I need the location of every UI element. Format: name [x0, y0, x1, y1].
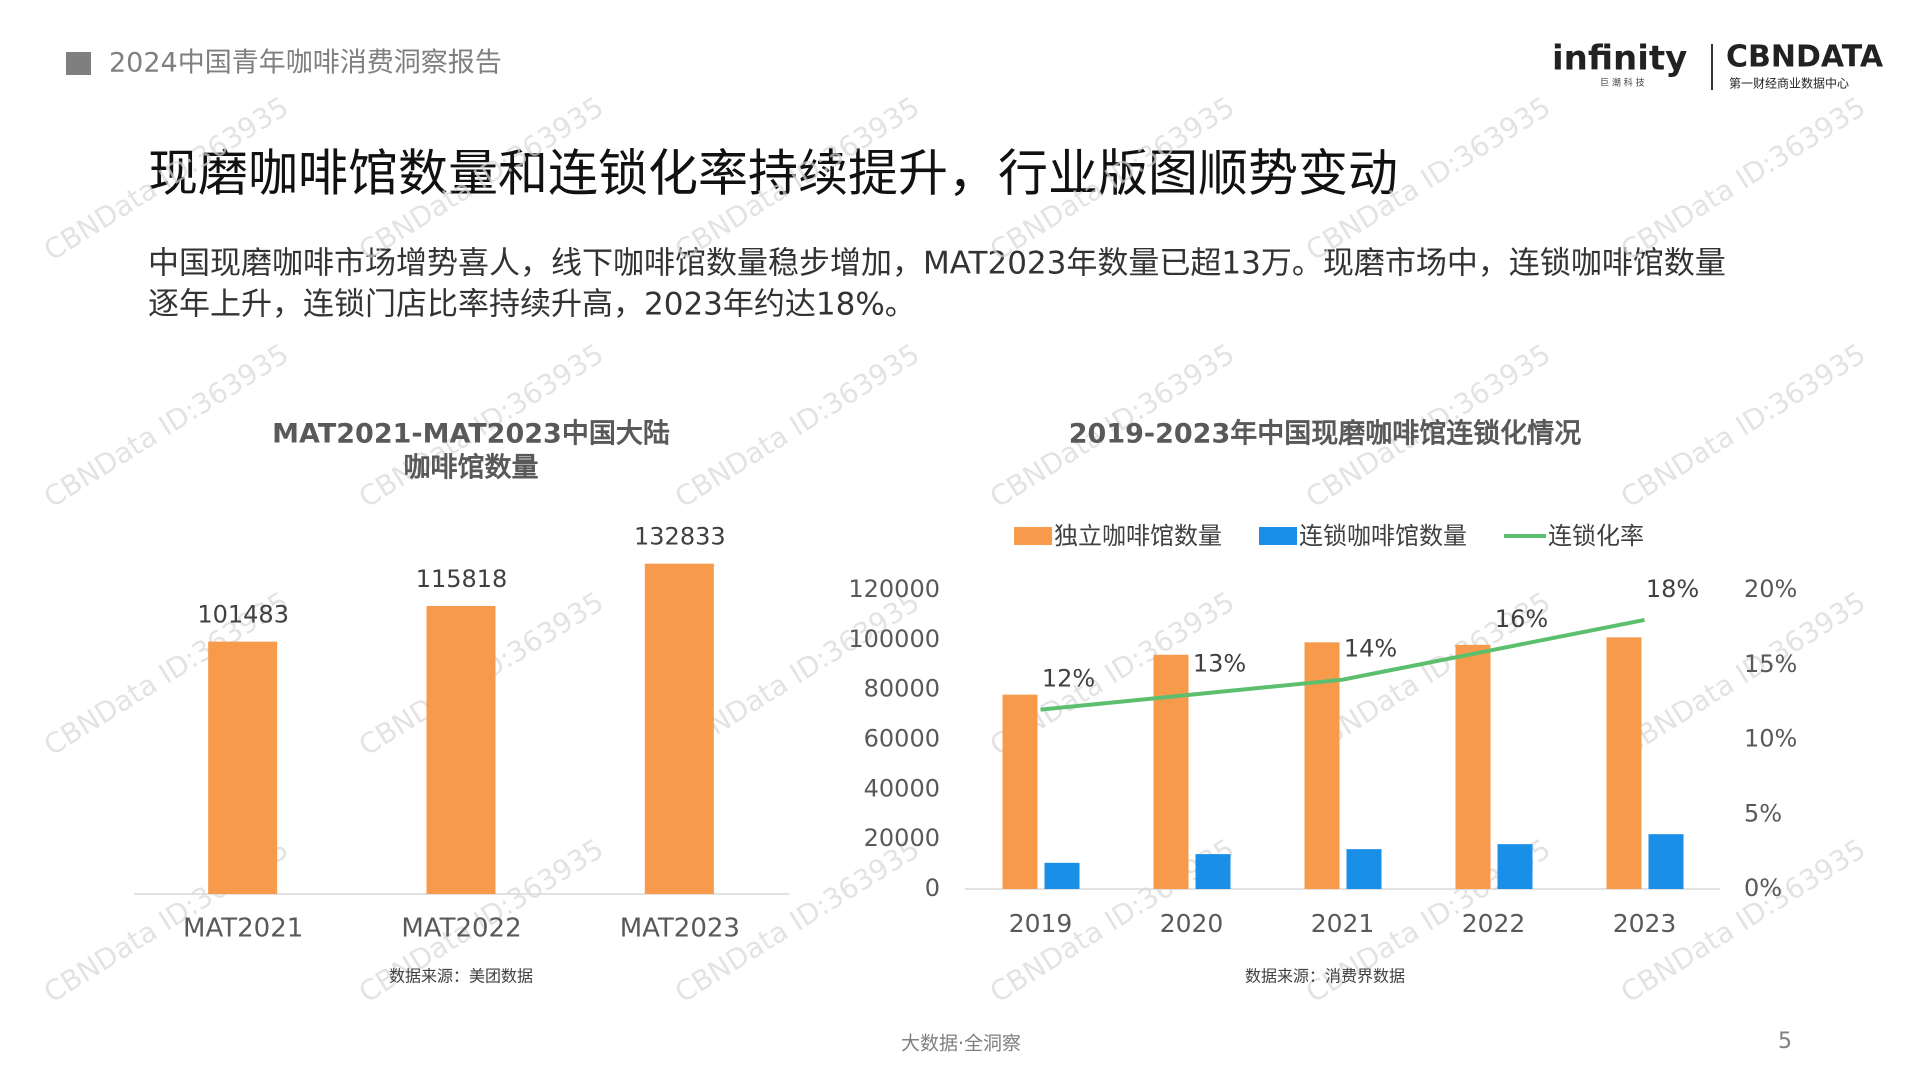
data-label: 132833 — [634, 523, 726, 551]
logo-right: CBNDATA — [1726, 40, 1884, 75]
watermark: CBNData ID:363935 — [669, 337, 925, 514]
bar — [644, 563, 714, 894]
chart-title: 2019-2023年中国现磨咖啡馆连锁化情况 — [1069, 418, 1582, 450]
x-tick-label: MAT2021 — [183, 914, 303, 944]
x-tick-label: 2019 — [1009, 909, 1073, 938]
y-tick-label: 20000 — [864, 824, 940, 852]
bar — [1195, 854, 1231, 889]
bar — [1346, 849, 1382, 889]
header-marker — [66, 52, 91, 75]
y-tick-label: 100000 — [848, 625, 940, 653]
watermark: CBNData ID:363935 — [1615, 337, 1871, 514]
source: 数据来源：美团数据 — [389, 967, 533, 986]
y-tick-label: 120000 — [848, 575, 940, 603]
bar — [426, 605, 496, 894]
legend-swatch — [1259, 527, 1297, 545]
bar — [1002, 694, 1038, 889]
legend-label: 连锁化率 — [1548, 522, 1644, 550]
y2-tick-label: 20% — [1744, 575, 1797, 603]
y-tick-label: 40000 — [864, 774, 940, 802]
report-title: 2024中国青年咖啡消费洞察报告 — [109, 48, 502, 79]
data-label: 14% — [1344, 635, 1397, 663]
description-line: 中国现磨咖啡市场增势喜人，线下咖啡馆数量稳步增加，MAT2023年数量已超13万… — [148, 246, 1726, 282]
y-tick-label: 80000 — [864, 675, 940, 703]
data-label: 16% — [1495, 605, 1548, 633]
y2-tick-label: 5% — [1744, 799, 1782, 827]
bar — [1606, 637, 1642, 889]
bar — [208, 641, 278, 894]
description-line: 逐年上升，连锁门店比率持续升高，2023年约达18%。 — [148, 287, 916, 323]
bar — [1153, 654, 1189, 889]
x-tick-label: 2022 — [1462, 909, 1526, 938]
footer: 大数据·全洞察 — [901, 1033, 1021, 1055]
chart-title: MAT2021-MAT2023中国大陆 — [272, 419, 670, 450]
y2-tick-label: 0% — [1744, 874, 1782, 902]
bar — [1497, 844, 1533, 889]
x-tick-label: 2023 — [1613, 909, 1677, 938]
slide-title: 现磨咖啡馆数量和连锁化率持续提升，行业版图顺势变动 — [148, 145, 1398, 203]
page-number: 5 — [1778, 1029, 1792, 1054]
legend-label: 连锁咖啡馆数量 — [1299, 522, 1467, 550]
line — [1040, 617, 1645, 712]
bar — [1044, 862, 1080, 889]
x-tick-label: 2020 — [1160, 909, 1224, 938]
x-tick-label: MAT2023 — [620, 914, 740, 944]
logo-left: infinity — [1552, 39, 1687, 79]
source: 数据来源：消费界数据 — [1245, 967, 1405, 986]
logo-right-sub: 第一财经商业数据中心 — [1729, 76, 1849, 91]
legend-swatch — [1014, 527, 1052, 545]
watermark: CBNData ID:363935 — [38, 337, 294, 514]
data-label: 12% — [1042, 665, 1095, 693]
data-label: 101483 — [197, 601, 289, 629]
y2-tick-label: 10% — [1744, 725, 1797, 753]
y2-tick-label: 15% — [1744, 650, 1797, 678]
x-tick-label: 2021 — [1311, 909, 1375, 938]
legend-label: 独立咖啡馆数量 — [1054, 522, 1222, 550]
logo-left-sub: 巨 潮 科 技 — [1600, 77, 1645, 89]
bar — [1455, 644, 1491, 889]
watermark: CBNData ID:363935 — [1615, 90, 1871, 267]
chart-title: 咖啡馆数量 — [404, 452, 539, 484]
y-tick-label: 0 — [925, 874, 940, 902]
y-tick-label: 60000 — [864, 725, 940, 753]
bar — [1648, 834, 1684, 889]
data-label: 18% — [1646, 575, 1699, 603]
data-label: 13% — [1193, 650, 1246, 678]
x-tick-label: MAT2022 — [401, 914, 521, 944]
data-label: 115818 — [416, 565, 508, 593]
